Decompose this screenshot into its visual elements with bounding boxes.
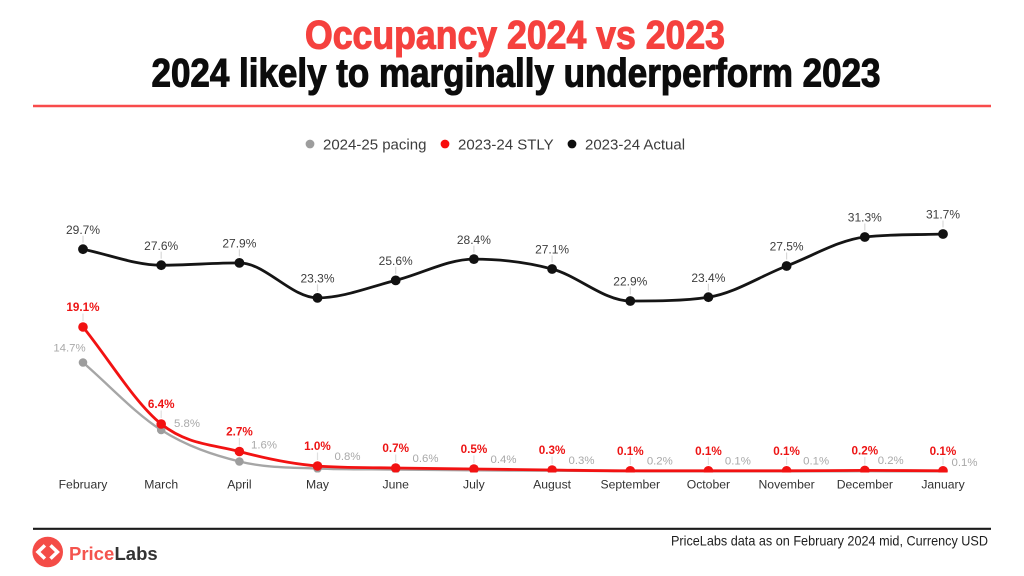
svg-text:0.3%: 0.3% (539, 444, 566, 457)
svg-text:September: September (600, 478, 660, 492)
svg-text:0.2%: 0.2% (647, 456, 673, 468)
svg-text:0.1%: 0.1% (695, 445, 722, 458)
svg-text:0.2%: 0.2% (878, 455, 904, 467)
svg-text:0.1%: 0.1% (952, 457, 978, 469)
svg-text:Price: Price (69, 543, 114, 564)
svg-text:0.1%: 0.1% (725, 456, 751, 468)
svg-text:0.6%: 0.6% (413, 453, 439, 465)
svg-text:August: August (533, 478, 572, 492)
svg-text:29.7%: 29.7% (66, 223, 100, 237)
svg-text:February: February (59, 478, 109, 492)
svg-text:March: March (144, 478, 178, 492)
svg-text:19.1%: 19.1% (66, 301, 100, 314)
svg-text:November: November (758, 478, 814, 492)
svg-text:Occupancy 2024 vs 2023: Occupancy 2024 vs 2023 (305, 14, 725, 58)
svg-text:0.3%: 0.3% (569, 455, 595, 467)
svg-text:6.4%: 6.4% (148, 398, 175, 411)
svg-text:2024 likely to marginally unde: 2024 likely to marginally underperform 2… (152, 52, 881, 96)
svg-text:2.7%: 2.7% (226, 426, 253, 439)
svg-text:14.7%: 14.7% (53, 343, 85, 355)
svg-text:October: October (687, 478, 730, 492)
svg-text:31.3%: 31.3% (848, 211, 882, 225)
svg-text:23.3%: 23.3% (300, 272, 334, 286)
svg-text:2024-25 pacing: 2024-25 pacing (323, 136, 426, 153)
svg-text:0.1%: 0.1% (803, 456, 829, 468)
svg-text:22.9%: 22.9% (613, 275, 647, 289)
svg-text:PriceLabs data as on February: PriceLabs data as on February 2024 mid, … (671, 533, 988, 548)
svg-text:28.4%: 28.4% (457, 233, 491, 247)
svg-text:2023-24 Actual: 2023-24 Actual (585, 136, 685, 153)
svg-text:31.7%: 31.7% (926, 208, 960, 222)
svg-text:23.4%: 23.4% (691, 271, 725, 285)
svg-text:0.7%: 0.7% (382, 442, 409, 455)
svg-text:0.1%: 0.1% (930, 445, 957, 458)
svg-text:Labs: Labs (115, 543, 158, 564)
svg-text:May: May (306, 478, 330, 492)
svg-text:1.6%: 1.6% (251, 440, 277, 452)
svg-text:July: July (463, 478, 486, 492)
svg-text:0.8%: 0.8% (335, 451, 361, 463)
svg-text:25.6%: 25.6% (379, 254, 413, 268)
svg-text:April: April (227, 478, 251, 492)
svg-text:27.5%: 27.5% (770, 240, 804, 254)
svg-text:0.5%: 0.5% (461, 443, 488, 456)
svg-text:January: January (921, 478, 965, 492)
svg-text:December: December (837, 478, 893, 492)
svg-text:5.8%: 5.8% (174, 418, 200, 430)
svg-text:2023-24 STLY: 2023-24 STLY (458, 136, 554, 153)
svg-text:0.1%: 0.1% (773, 445, 800, 458)
svg-text:June: June (382, 478, 409, 492)
svg-text:0.4%: 0.4% (491, 454, 517, 466)
svg-text:27.9%: 27.9% (222, 237, 256, 251)
svg-text:27.1%: 27.1% (535, 243, 569, 257)
svg-text:27.6%: 27.6% (144, 239, 178, 253)
svg-text:0.1%: 0.1% (617, 445, 644, 458)
svg-text:0.2%: 0.2% (851, 444, 878, 457)
svg-text:1.0%: 1.0% (304, 440, 331, 453)
